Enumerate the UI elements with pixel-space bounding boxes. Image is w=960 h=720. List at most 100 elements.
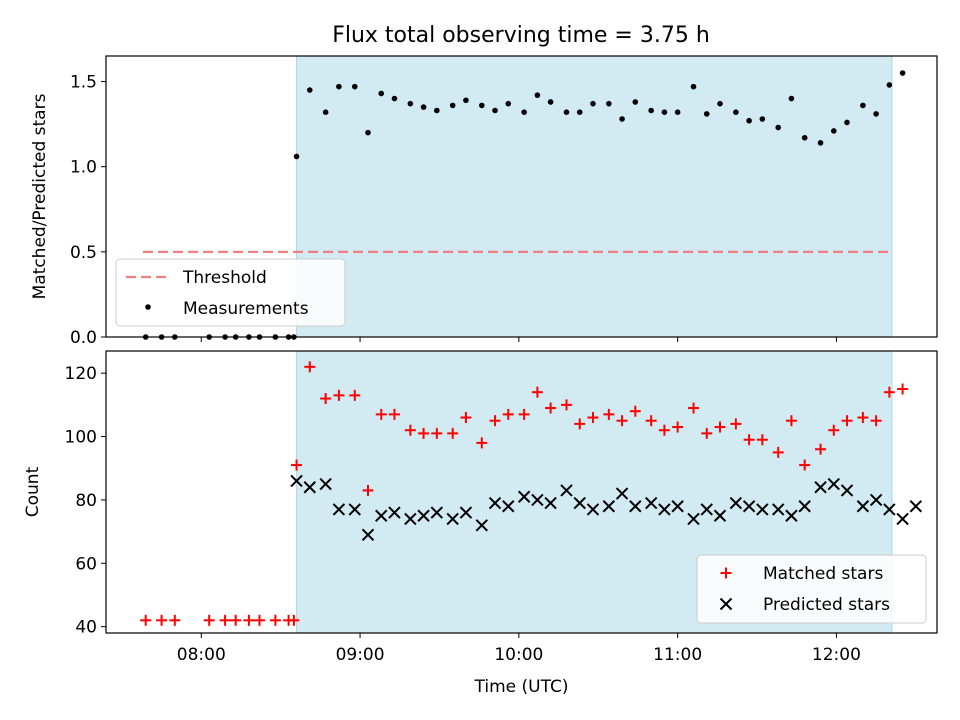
measurement-point bbox=[293, 153, 300, 160]
matched-star-point bbox=[897, 383, 909, 395]
matched-star-point bbox=[672, 421, 684, 433]
measurement-point bbox=[434, 107, 440, 114]
matched-star-point bbox=[658, 424, 670, 436]
matched-star-point bbox=[799, 459, 811, 471]
matched-star-point bbox=[502, 408, 514, 420]
legend: Threshold Measurements bbox=[115, 258, 346, 327]
matched-star-point bbox=[489, 415, 501, 427]
matched-star-point bbox=[870, 415, 882, 427]
matched-star-point bbox=[815, 443, 827, 455]
axes-frame bbox=[105, 55, 938, 338]
predicted-star-point bbox=[909, 500, 923, 513]
measurement-point bbox=[674, 109, 681, 115]
y-axis-label: Count bbox=[23, 466, 43, 517]
measurement-point bbox=[534, 92, 541, 98]
y-tick-label: 40 bbox=[75, 618, 97, 638]
matched-star-point bbox=[304, 361, 316, 373]
matched-star-point bbox=[518, 408, 530, 420]
matched-star-point bbox=[701, 427, 713, 439]
matched-star-point bbox=[203, 614, 215, 626]
matched-star-point bbox=[587, 412, 599, 424]
predicted-star-point bbox=[375, 509, 388, 522]
matched-star-point bbox=[169, 614, 181, 626]
matched-star-point bbox=[560, 399, 572, 411]
series-matched-stars bbox=[140, 361, 909, 626]
legend-predicted-label: Predicted stars bbox=[763, 595, 890, 615]
predicted-star-point bbox=[840, 484, 854, 497]
matched-star-point bbox=[253, 614, 265, 626]
matched-star-point bbox=[243, 614, 255, 626]
predicted-star-point bbox=[475, 519, 489, 532]
matched-star-point bbox=[404, 424, 416, 436]
measurement-point bbox=[619, 116, 625, 122]
measurement-point bbox=[449, 102, 456, 109]
measurement-point bbox=[336, 83, 342, 90]
measurement-point bbox=[547, 99, 554, 105]
axes-frame bbox=[105, 350, 938, 634]
y-tick-label: 100 bbox=[65, 428, 97, 448]
predicted-star-point bbox=[615, 487, 629, 500]
matched-star-point bbox=[616, 415, 628, 427]
predicted-star-point bbox=[798, 500, 811, 513]
matched-star-point bbox=[230, 614, 242, 626]
predicted-star-point bbox=[560, 484, 573, 497]
measurement-point bbox=[788, 95, 795, 102]
predicted-star-point bbox=[772, 503, 785, 516]
predicted-star-point bbox=[729, 496, 743, 510]
y-tick-label: 1.5 bbox=[70, 73, 97, 93]
x-tick-label: 10:00 bbox=[494, 645, 543, 665]
measurement-point bbox=[606, 100, 612, 107]
measurement-point bbox=[860, 102, 866, 109]
measurement-point bbox=[391, 95, 398, 102]
y-tick-label: 1.0 bbox=[70, 158, 97, 178]
measurement-point bbox=[648, 107, 654, 114]
matched-star-point bbox=[785, 415, 797, 427]
x-tick-label: 11:00 bbox=[653, 645, 702, 665]
y-tick-label: 0.0 bbox=[70, 328, 97, 348]
measurement-point bbox=[703, 111, 710, 117]
measurement-point bbox=[899, 70, 906, 76]
matched-star-point bbox=[269, 614, 281, 626]
chart-title: Flux total observing time = 3.75 h bbox=[332, 23, 710, 48]
predicted-star-point bbox=[700, 503, 713, 516]
matched-star-point bbox=[476, 437, 488, 449]
matched-star-point bbox=[857, 412, 869, 424]
matched-star-point bbox=[730, 418, 742, 430]
predicted-star-point bbox=[856, 500, 870, 513]
predicted-star-point bbox=[827, 477, 840, 491]
measurement-point bbox=[521, 109, 527, 115]
matched-star-point bbox=[447, 427, 459, 439]
predicted-star-point bbox=[430, 506, 444, 519]
predicted-star-point bbox=[319, 477, 332, 491]
y-tick-label: 60 bbox=[75, 554, 97, 574]
matched-star-point bbox=[291, 459, 303, 471]
matched-star-point bbox=[714, 421, 726, 433]
x-axis-label: Time (UTC) bbox=[474, 677, 569, 697]
predicted-star-point bbox=[814, 481, 827, 494]
legend-box bbox=[696, 554, 927, 624]
measurement-point bbox=[407, 100, 414, 107]
measurement-point bbox=[463, 97, 469, 104]
measurement-point bbox=[801, 134, 808, 141]
y-axis-label: Matched/Predicted stars bbox=[30, 93, 50, 299]
matched-star-point bbox=[828, 424, 840, 436]
measurement-point bbox=[717, 100, 723, 107]
y-tick-label: 80 bbox=[75, 491, 97, 511]
matched-star-point bbox=[688, 402, 700, 414]
measurement-point bbox=[576, 109, 583, 115]
measurement-point bbox=[563, 109, 570, 115]
predicted-star-point bbox=[756, 503, 769, 516]
measurement-point bbox=[817, 140, 824, 146]
predicted-star-point bbox=[586, 503, 600, 516]
matched-star-point bbox=[883, 386, 895, 398]
matched-star-point bbox=[531, 386, 543, 398]
legend-measurement-swatch bbox=[145, 304, 151, 310]
predicted-star-point bbox=[602, 500, 616, 513]
predicted-star-point bbox=[303, 481, 316, 494]
measurement-point bbox=[420, 104, 427, 110]
measurement-point bbox=[775, 124, 782, 131]
matched-star-point bbox=[333, 389, 345, 401]
predicted-star-point bbox=[687, 512, 700, 526]
x-tick-label: 08:00 bbox=[177, 645, 226, 665]
predicted-star-point bbox=[785, 509, 798, 522]
